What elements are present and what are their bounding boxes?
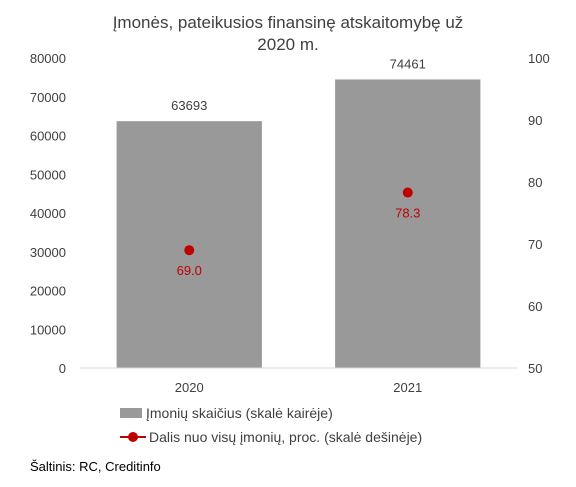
y-left-tick-label: 0 [59,361,66,376]
legend-line-swatch [120,432,146,442]
y-right-tick-label: 50 [528,361,542,376]
y-left-tick-label: 30000 [30,245,66,260]
x-tick-label: 2020 [175,380,204,395]
bar [116,121,262,368]
y-left-tick-label: 70000 [30,90,66,105]
line-data-label: 69.0 [177,263,202,278]
line-point [184,245,195,256]
chart-title: Įmonės, pateikusios finansinę atskaitomy… [0,12,576,56]
y-right-tick-label: 80 [528,175,542,190]
line-point [402,187,413,198]
y-left-tick-label: 10000 [30,322,66,337]
x-tick-label: 2021 [393,380,422,395]
legend-entry-bars: Įmonių skaičius (skalė kairėje) [120,401,422,425]
y-right-tick-label: 70 [528,237,542,252]
chart-title-line-1: Įmonės, pateikusios finansinę atskaitomy… [112,13,464,32]
legend: Įmonių skaičius (skalė kairėje) Dalis nu… [120,401,422,449]
legend-label-bars: Įmonių skaičius (skalė kairėje) [146,405,333,421]
chart-title-line-2: 2020 m. [257,35,319,54]
y-left-tick-label: 20000 [30,284,66,299]
y-left-tick-label: 60000 [30,129,66,144]
y-left-tick-label: 50000 [30,167,66,182]
y-right-tick-label: 60 [528,299,542,314]
line-data-label: 78.3 [395,206,420,221]
y-left-tick-label: 80000 [30,51,66,66]
legend-label-line: Dalis nuo visų įmonių, proc. (skalė deši… [149,429,423,445]
legend-bar-swatch [120,408,142,418]
bar-data-label: 63693 [171,98,207,113]
y-right-tick-label: 100 [528,51,550,66]
source-note: Šaltinis: RC, Creditinfo [30,459,161,474]
bar [335,79,481,368]
y-left-tick-label: 40000 [30,206,66,221]
y-right-tick-label: 90 [528,113,542,128]
legend-entry-line: Dalis nuo visų įmonių, proc. (skalė deši… [120,425,422,449]
bar-data-label: 74461 [390,56,426,71]
